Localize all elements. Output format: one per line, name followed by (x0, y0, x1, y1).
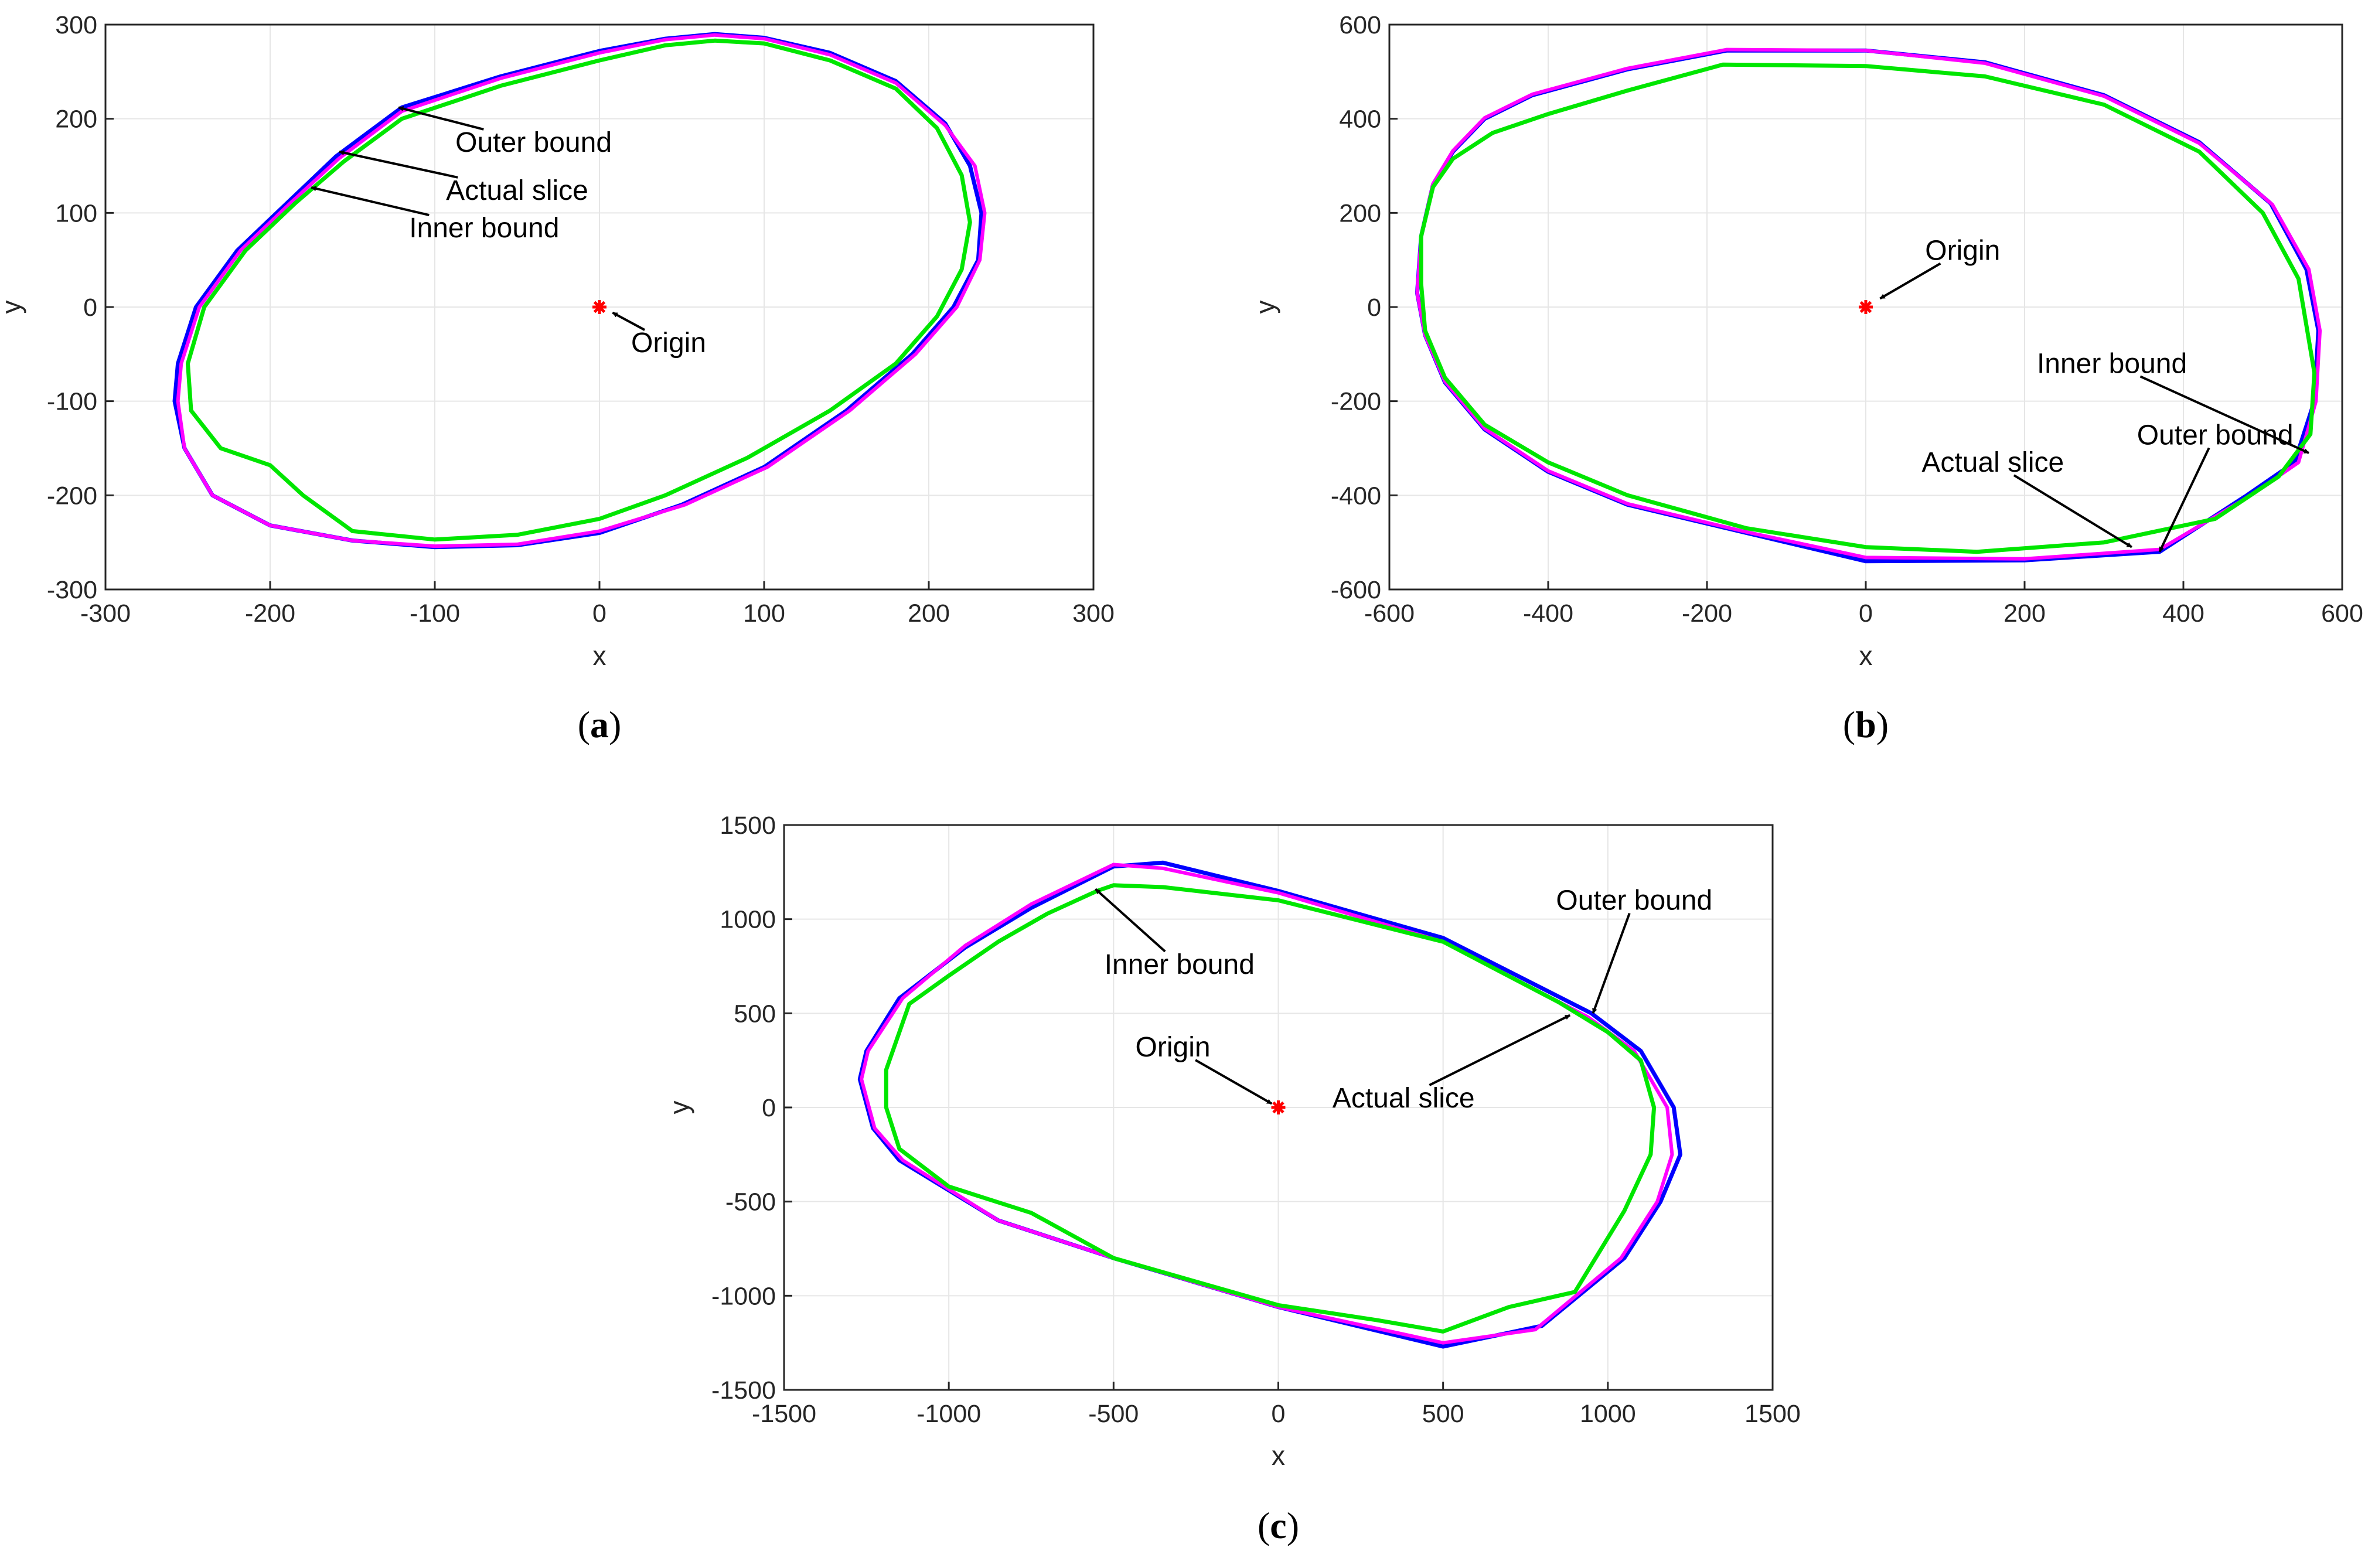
annotation-arrow (2158, 447, 2210, 553)
y-axis-label: y (0, 301, 26, 314)
annotation-label: Inner bound (409, 213, 559, 244)
x-tick-label: 100 (743, 599, 785, 628)
annotation-arrow (339, 150, 458, 179)
series-actual-slice (860, 863, 1674, 1345)
series-inner-bound (186, 38, 972, 542)
x-tick-label: 1000 (1580, 1400, 1636, 1428)
y-tick-label: -100 (47, 388, 97, 416)
annotation-arrow (612, 311, 646, 331)
x-tick-label: -400 (1523, 599, 1573, 628)
y-axis-label: y (664, 1101, 694, 1114)
x-tick-label: 600 (2321, 599, 2363, 628)
chart-panel-b: -600 -400 -200 0 200 400 600 -600 -400 -200 0 200 40… (1250, 11, 2363, 745)
x-tick-label: 200 (2003, 599, 2046, 628)
annotation-label: Inner bound (1105, 949, 1255, 980)
x-tick-label: 0 (592, 599, 606, 628)
y-tick-label: 0 (762, 1094, 776, 1122)
x-axis-label: x (593, 640, 606, 671)
x-axis-label: x (1272, 1440, 1285, 1471)
annotation-label: Actual slice (1333, 1083, 1475, 1114)
y-tick-label: 400 (1339, 105, 1381, 134)
annotation-arrow (2139, 375, 2309, 454)
y-tick-label: 1500 (720, 812, 776, 840)
annotation-arrow (1879, 262, 1941, 300)
x-tick-label: -200 (245, 599, 295, 628)
annotation-arrow (2013, 474, 2132, 548)
x-tick-label: -600 (1364, 599, 1415, 628)
x-tick-label: -100 (410, 599, 460, 628)
annotation-arrow (1429, 1014, 1571, 1086)
y-tick-label: 0 (83, 294, 97, 322)
x-tick-label: 0 (1272, 1400, 1286, 1428)
x-tick-label: 0 (1859, 599, 1873, 628)
y-tick-label: 300 (55, 11, 97, 39)
origin-marker (1859, 300, 1873, 314)
x-tick-label: 500 (1422, 1400, 1464, 1428)
x-tick-label: -1000 (916, 1400, 981, 1428)
panel-caption: (b) (1843, 704, 1889, 745)
series-inner-bound (1419, 62, 2317, 554)
y-axis-label: y (1250, 301, 1280, 314)
y-tick-label: -600 (1331, 576, 1381, 604)
y-tick-label: 0 (1367, 294, 1381, 322)
annotation-label: Outer bound (2137, 420, 2294, 451)
annotation-arrow (1592, 912, 1631, 1014)
origin-marker (592, 300, 606, 314)
panel-caption: (c) (1258, 1505, 1299, 1546)
x-tick-label: 200 (908, 599, 950, 628)
x-tick-label: 400 (2162, 599, 2204, 628)
annotation-arrow (1095, 888, 1166, 953)
x-tick-label: -300 (80, 599, 131, 628)
panel-caption: (a) (578, 704, 622, 745)
annotation-label: Outer bound (455, 127, 612, 158)
origin-marker (1271, 1100, 1286, 1114)
y-tick-label: 200 (1339, 199, 1381, 227)
x-tick-label: -200 (1682, 599, 1732, 628)
y-tick-label: -1000 (711, 1282, 776, 1310)
annotation-label: Origin (1136, 1032, 1211, 1063)
annotation-arrow (1195, 1059, 1273, 1105)
y-tick-label: -300 (47, 576, 97, 604)
annotation-label: Outer bound (1556, 885, 1712, 916)
annotation-label: Origin (631, 328, 706, 359)
annotation-label: Actual slice (1921, 447, 2064, 478)
x-tick-label: 300 (1072, 599, 1115, 628)
x-tick-label: -500 (1088, 1400, 1139, 1428)
y-tick-label: -200 (47, 482, 97, 510)
chart-panel-c: -1500 -1000 -500 0 500 1000 1500 -1500 -1000 -500… (664, 812, 1801, 1546)
annotation-label: Actual slice (446, 175, 588, 206)
y-tick-label: -500 (725, 1188, 776, 1216)
y-tick-label: 500 (734, 1000, 776, 1028)
annotation-label: Inner bound (2037, 348, 2187, 379)
x-axis-label: x (1859, 640, 1873, 671)
series-inner-bound (884, 883, 1657, 1334)
annotation-arrow (398, 106, 484, 131)
annotation-label: Origin (1925, 236, 2000, 267)
x-tick-label: -1500 (752, 1400, 816, 1428)
series-actual-slice (1415, 47, 2322, 561)
y-tick-label: 600 (1339, 11, 1381, 39)
x-tick-label: 1500 (1744, 1400, 1801, 1428)
y-tick-label: -1500 (711, 1376, 776, 1405)
series-actual-slice (176, 33, 987, 548)
y-tick-label: -200 (1331, 388, 1381, 416)
chart-panel-a: -300 -200 -100 0 100 200 300 -300 -200 -100 0 100 20… (0, 11, 1115, 745)
y-tick-label: 100 (55, 199, 97, 227)
y-tick-label: 1000 (720, 906, 776, 934)
y-tick-label: -400 (1331, 482, 1381, 510)
annotation-arrow (311, 186, 430, 216)
y-tick-label: 200 (55, 105, 97, 134)
